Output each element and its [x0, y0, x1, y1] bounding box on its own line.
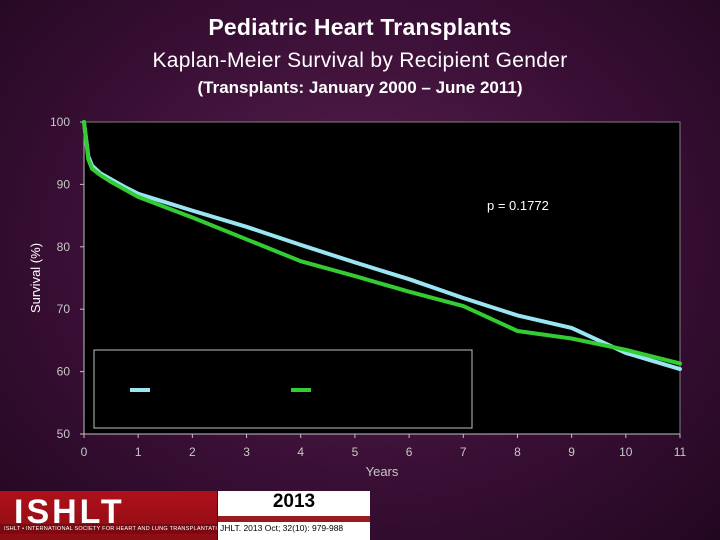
x-tick-label: 4: [297, 445, 304, 459]
x-axis-ticks: 0 1 2 3 4 5 6 7 8 9 10 11: [81, 434, 687, 459]
y-tick-label: 70: [57, 302, 71, 316]
x-tick-label: 6: [406, 445, 413, 459]
x-tick-label: 5: [352, 445, 359, 459]
logo-background: ISHLT ISHLT • INTERNATIONAL SOCIETY FOR …: [0, 491, 217, 540]
page-subtitle: Kaplan-Meier Survival by Recipient Gende…: [152, 49, 568, 72]
x-tick-label: 11: [674, 445, 687, 459]
y-tick-label: 60: [57, 365, 71, 379]
x-tick-label: 2: [189, 445, 196, 459]
y-tick-label: 90: [57, 177, 71, 191]
legend-box: [93, 349, 473, 429]
citation-box: 2013 JHLT. 2013 Oct; 32(10): 979-988: [218, 491, 370, 540]
y-tick-label: 50: [57, 427, 71, 441]
x-axis-label: Years: [366, 464, 399, 479]
citation-band: [218, 516, 370, 522]
y-axis-ticks: 50 60 70 80 90 100: [50, 115, 84, 441]
y-tick-label: 100: [50, 115, 70, 129]
logo-tagline: ISHLT • INTERNATIONAL SOCIETY FOR HEART …: [0, 524, 217, 534]
citation-reference: JHLT. 2013 Oct; 32(10): 979-988: [220, 523, 344, 533]
x-tick-label: 3: [243, 445, 250, 459]
series-line-2: [82, 120, 682, 366]
x-tick-label: 9: [568, 445, 575, 459]
citation-year: 2013: [272, 491, 316, 512]
x-tick-label: 10: [619, 445, 633, 459]
x-tick-label: 1: [135, 445, 142, 459]
ishlt-logo: ISHLT ISHLT • INTERNATIONAL SOCIETY FOR …: [0, 491, 217, 540]
date-range-subtitle: (Transplants: January 2000 – June 2011): [197, 78, 523, 97]
p-value-annotation: p = 0.1772: [487, 198, 549, 213]
x-tick-label: 7: [460, 445, 467, 459]
x-tick-label: 0: [81, 445, 88, 459]
series-lines: [82, 120, 682, 372]
y-axis-label: Survival (%): [28, 243, 43, 313]
y-tick-label: 80: [57, 240, 71, 254]
x-tick-label: 8: [514, 445, 521, 459]
page-title: Pediatric Heart Transplants: [208, 14, 512, 40]
